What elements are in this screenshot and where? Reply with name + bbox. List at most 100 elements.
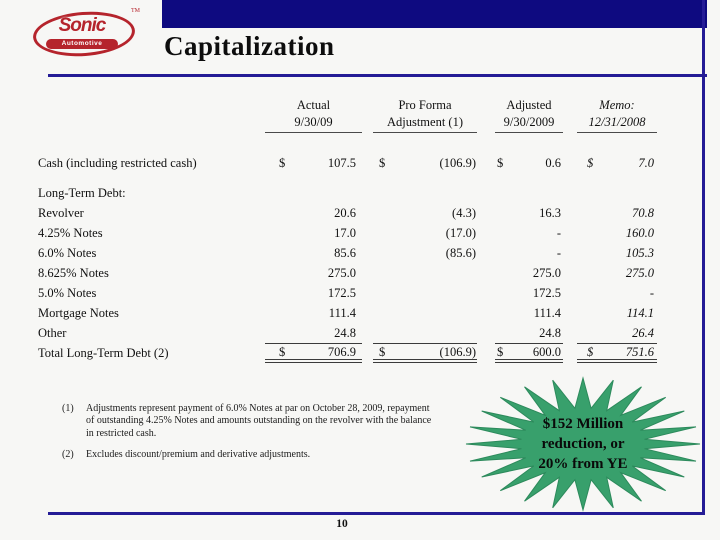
footnote-text: Adjustments represent payment of 6.0% No… [86,403,432,439]
footnote-1: (1) Adjustments represent payment of 6.0… [62,403,438,440]
cell-proforma: (17.0) [373,223,477,243]
column-header-line1: Adjusted [506,98,552,112]
sonic-logo: Sonic Automotive TM [30,7,142,60]
cell-memo: $ 7.0 [577,153,657,173]
column-header-line1: Actual [296,98,331,112]
cell-proforma: $ (106.9) [373,343,477,363]
cell-adjusted: 275.0 [495,263,563,283]
cell-value: 111.4 [533,306,561,320]
row-label: 4.25% Notes [38,226,103,240]
cell-value: 0.6 [545,156,561,170]
cell-actual: $ 706.9 [265,343,362,363]
dollar-sign: $ [497,156,504,170]
row-label: 8.625% Notes [38,266,109,280]
table-row: Cash (including restricted cash) $ 107.5… [38,153,678,173]
cell-value: 85.6 [334,246,356,260]
cell-proforma [373,263,477,283]
column-header-memo: Memo: 12/31/2008 [577,95,657,133]
cell-memo: 105.3 [577,243,657,263]
cell-value: 114.1 [626,306,654,320]
dollar-sign: $ [497,344,504,359]
cell-actual: 172.5 [265,283,362,303]
cell-proforma [373,323,477,343]
starburst-text-line: $152 Million [542,416,624,432]
dollar-sign: $ [379,156,386,170]
cell-value: - [649,286,654,300]
starburst-icon [465,376,701,512]
cell-actual: $ 107.5 [265,153,362,173]
cell-value: 172.5 [532,286,561,300]
cell-proforma [373,303,477,323]
starburst-text: $152 Million reduction, or 20% from YE [464,376,702,512]
cell-memo: 275.0 [577,263,657,283]
cell-value: - [556,246,561,260]
cell-value: (85.6) [445,246,476,260]
cell-value: (106.9) [439,156,476,170]
row-label: 5.0% Notes [38,286,97,300]
cell-value: 16.3 [539,206,561,220]
cell-actual: 275.0 [265,263,362,283]
cell-value: 706.9 [327,344,356,359]
starburst-text-line: reduction, or [541,436,625,452]
cell-proforma: (4.3) [373,203,477,223]
cell-adjusted [495,183,563,203]
cell-actual: 24.8 [265,323,362,343]
cell-value: 70.8 [632,206,654,220]
table-row: Mortgage Notes 111.4 111.4 114.1 [38,303,678,323]
row-label: Mortgage Notes [38,306,119,320]
cell-adjusted: $ 600.0 [495,343,563,363]
cell-value: 24.8 [334,326,356,340]
cell-memo: 70.8 [577,203,657,223]
row-label: Long-Term Debt: [38,186,126,200]
cell-adjusted: $ 0.6 [495,153,563,173]
cell-value: 275.0 [327,266,356,280]
cell-value: (17.0) [445,226,476,240]
cell-actual: 20.6 [265,203,362,223]
starburst-text-line: 20% from YE [538,456,628,472]
starburst-callout: $152 Million reduction, or 20% from YE [464,376,702,512]
brand-subtext: Automotive [46,39,118,49]
column-header-proforma: Pro Forma Adjustment (1) [373,95,477,133]
cell-proforma [373,283,477,303]
cell-adjusted: 24.8 [495,323,563,343]
cell-proforma: $ (106.9) [373,153,477,173]
cell-adjusted: 172.5 [495,283,563,303]
cell-value: 275.0 [532,266,561,280]
cell-value: 275.0 [625,266,654,280]
cell-proforma: (85.6) [373,243,477,263]
cell-memo: 160.0 [577,223,657,243]
cell-value: 172.5 [327,286,356,300]
cell-adjusted: 16.3 [495,203,563,223]
cell-value: 105.3 [625,246,654,260]
column-header-adjusted: Adjusted 9/30/2009 [495,95,563,133]
table-row: 5.0% Notes 172.5 172.5 - [38,283,678,303]
cell-value: 111.4 [328,306,356,320]
row-label: Other [38,326,67,340]
cell-value: - [556,226,561,240]
table-row: Revolver 20.6 (4.3) 16.3 70.8 [38,203,678,223]
cell-value: 7.0 [638,156,654,170]
footnote-text: Excludes discount/premium and derivative… [86,448,311,460]
cell-adjusted: - [495,223,563,243]
cell-value: 160.0 [625,226,654,240]
dollar-sign: $ [379,344,386,359]
cell-memo: 26.4 [577,323,657,343]
dollar-sign: $ [279,156,286,170]
cell-value: 600.0 [532,344,561,359]
row-label: Cash (including restricted cash) [38,156,197,170]
cell-actual: 85.6 [265,243,362,263]
cell-memo: - [577,283,657,303]
table-row: Other 24.8 24.8 26.4 [38,323,678,343]
footnote-marker: (1) [62,403,74,414]
cell-memo: 114.1 [577,303,657,323]
bottom-border-rule [48,512,705,515]
column-header-line1: Memo: [599,98,635,112]
cell-value: 20.6 [334,206,356,220]
column-header-line2: 9/30/2009 [503,115,555,129]
table-rows: Cash (including restricted cash) $ 107.5… [38,153,678,363]
table-row: 4.25% Notes 17.0 (17.0) - 160.0 [38,223,678,243]
footnotes: (1) Adjustments represent payment of 6.0… [62,403,438,470]
capitalization-table: Actual 9/30/09 Pro Forma Adjustment (1) … [38,0,678,380]
brand-text: Sonic [58,15,107,36]
